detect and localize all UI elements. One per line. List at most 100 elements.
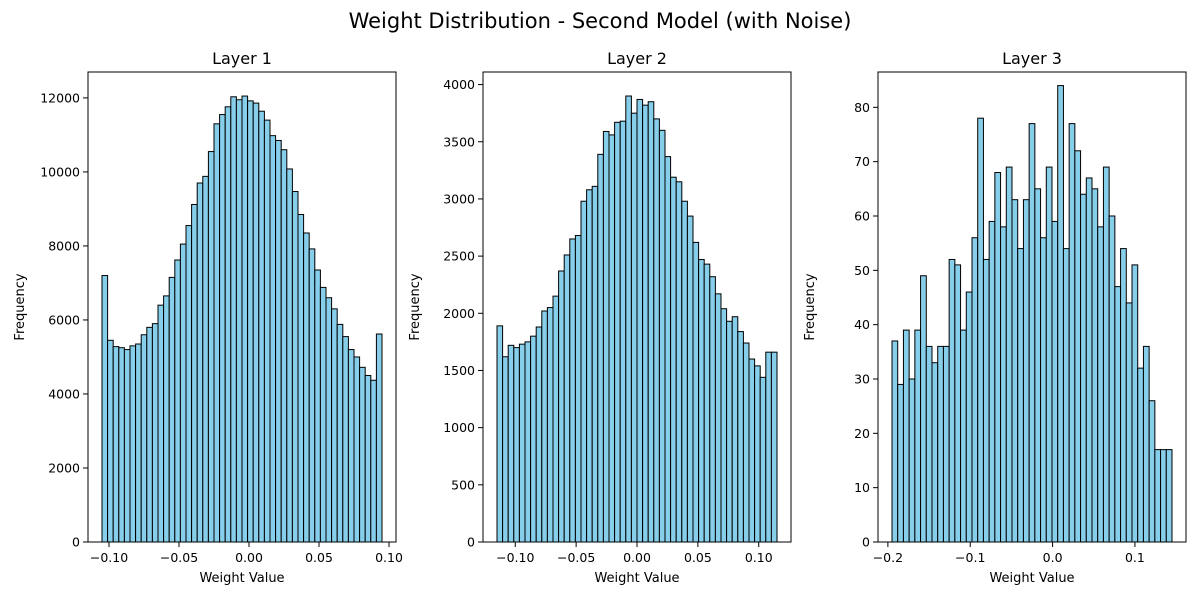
- histogram-bar: [101, 275, 109, 543]
- histogram-bar: [331, 308, 338, 543]
- histogram-bar: [112, 346, 120, 543]
- histogram-bar: [174, 259, 181, 543]
- x-axis-label: Weight Value: [594, 571, 679, 586]
- histogram-bar: [731, 316, 739, 543]
- histogram-bar: [496, 325, 504, 543]
- histogram-bar: [1125, 302, 1133, 543]
- histogram-bar: [342, 336, 349, 543]
- histogram-bar: [507, 344, 515, 543]
- histogram-bar: [502, 356, 509, 543]
- x-tick-label: 0.10: [375, 550, 403, 565]
- histogram-bar: [714, 293, 722, 543]
- y-tick-label: 12000: [40, 90, 80, 105]
- histogram-bar: [742, 342, 750, 543]
- histogram-bar: [754, 365, 761, 543]
- x-tick-label: 0.0: [1043, 550, 1063, 565]
- y-axis-label: Frequency: [803, 273, 818, 340]
- histogram-bar: [275, 139, 282, 543]
- histogram-bar: [977, 117, 984, 543]
- histogram-bar: [765, 351, 772, 543]
- histogram-bar: [524, 341, 532, 543]
- histogram-bar: [375, 333, 383, 543]
- histogram-bar: [359, 366, 366, 543]
- histogram-bar: [286, 168, 293, 543]
- histogram-bar: [1120, 248, 1127, 543]
- y-tick-label: 40: [854, 317, 870, 332]
- y-tick-label: 50: [854, 263, 870, 278]
- x-tick-label: 0.10: [745, 550, 773, 565]
- histogram-bar: [118, 347, 125, 543]
- histogram-bar: [1114, 286, 1122, 543]
- histogram-bar: [925, 345, 933, 543]
- histogram-bar: [902, 329, 910, 543]
- histogram-bar: [971, 237, 979, 543]
- histogram-bar: [535, 326, 543, 543]
- histogram-bar: [196, 182, 204, 543]
- histogram-bar: [1102, 166, 1110, 543]
- y-tick-label: 500: [451, 477, 475, 492]
- histogram-bar: [580, 200, 588, 543]
- histogram-bar: [681, 200, 688, 543]
- histogram-bar: [314, 269, 321, 543]
- histogram-bar: [569, 238, 576, 543]
- histogram-bar: [370, 379, 377, 543]
- histogram-bar: [258, 110, 265, 543]
- histogram-bar: [942, 345, 950, 543]
- subplot-layer-2: −0.10 −0.05 0.00 0.05 0.10 0 500 1000 1500 2000 25…: [408, 49, 792, 586]
- y-tick-label: 10000: [40, 164, 80, 179]
- histogram-bar: [1017, 248, 1024, 543]
- histogram-bar: [988, 220, 996, 543]
- histogram-bar: [1160, 449, 1167, 543]
- histogram-bar: [908, 378, 916, 543]
- histogram-bar: [1080, 193, 1087, 543]
- y-tick-label: 4000: [443, 77, 475, 92]
- histogram-bar: [625, 95, 632, 543]
- histogram-bar: [1040, 237, 1047, 543]
- histogram-bar: [151, 323, 159, 543]
- histogram-bar: [965, 291, 973, 543]
- histogram-bar: [608, 134, 616, 543]
- histogram-bar: [770, 351, 778, 543]
- histogram-bar: [619, 120, 627, 543]
- histogram-bar: [252, 102, 260, 543]
- x-tick-label: 0.00: [623, 550, 651, 565]
- histogram-bar: [563, 254, 571, 543]
- histogram-bar: [1062, 248, 1070, 543]
- histogram-bar: [614, 121, 621, 543]
- histogram-bar: [213, 123, 221, 543]
- y-tick-label: 2000: [48, 460, 80, 475]
- histogram-bar: [709, 276, 716, 543]
- histogram-bar: [586, 189, 593, 543]
- x-tick-label: −0.05: [557, 550, 595, 565]
- histogram-bar: [914, 329, 922, 543]
- histogram-bar: [336, 323, 344, 543]
- histogram-bar: [1074, 150, 1082, 543]
- histogram-bar: [291, 191, 299, 543]
- histogram-bar: [1148, 400, 1156, 543]
- x-tick-label: −0.2: [873, 550, 903, 565]
- histogram-bar: [1000, 226, 1007, 543]
- histogram-bar: [530, 335, 537, 543]
- histogram-bar: [1022, 199, 1030, 543]
- histogram-bar: [1005, 166, 1013, 543]
- histogram-bar: [692, 241, 700, 543]
- histogram-bar: [157, 304, 165, 543]
- histogram-bar: [541, 310, 548, 543]
- histogram-bar: [1165, 449, 1173, 543]
- histogram-bar: [1034, 188, 1042, 543]
- histogram-bar: [675, 181, 683, 543]
- histogram-bar: [107, 339, 114, 543]
- histogram-bar: [602, 130, 610, 543]
- histogram-bar: [280, 149, 288, 543]
- x-tick-label: 0.05: [305, 550, 333, 565]
- histogram-bar: [720, 308, 728, 543]
- histogram-bar: [591, 185, 599, 543]
- histogram-bar: [726, 320, 733, 543]
- y-tick-label: 6000: [48, 312, 80, 327]
- histogram-bar: [737, 331, 744, 543]
- histogram-bar: [163, 295, 170, 543]
- histogram-bar: [1131, 264, 1139, 543]
- histogram-bar: [558, 270, 565, 543]
